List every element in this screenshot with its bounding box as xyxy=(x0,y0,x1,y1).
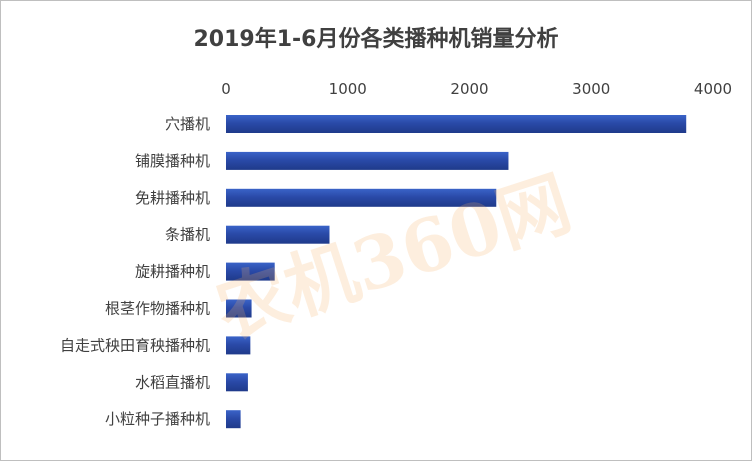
category-label: 自走式秧田育秧播种机 xyxy=(60,336,210,354)
bar xyxy=(226,115,687,133)
category-label: 条播机 xyxy=(165,226,210,244)
x-tick-label: 2000 xyxy=(450,80,488,98)
x-tick-label: 3000 xyxy=(572,80,610,98)
category-label: 根茎作物播种机 xyxy=(105,300,210,318)
category-label: 旋耕播种机 xyxy=(135,263,210,281)
bar xyxy=(226,225,330,244)
bar xyxy=(226,373,248,392)
bar xyxy=(226,299,252,318)
bar xyxy=(226,151,509,170)
bar xyxy=(226,262,275,281)
chart-title: 2019年1-6月份各类播种机销量分析 xyxy=(193,27,559,52)
category-label: 铺膜播种机 xyxy=(135,152,210,170)
x-tick-label: 0 xyxy=(221,80,231,98)
category-label: 水稻直播机 xyxy=(135,373,210,391)
bar xyxy=(226,188,497,207)
category-label: 免耕播种机 xyxy=(135,189,210,207)
x-tick-label: 1000 xyxy=(329,80,367,98)
category-label: 穴播机 xyxy=(165,115,210,133)
bar xyxy=(226,410,241,429)
category-label: 小粒种子播种机 xyxy=(105,410,210,428)
x-tick-label: 4000 xyxy=(694,80,732,98)
bar xyxy=(226,336,251,355)
